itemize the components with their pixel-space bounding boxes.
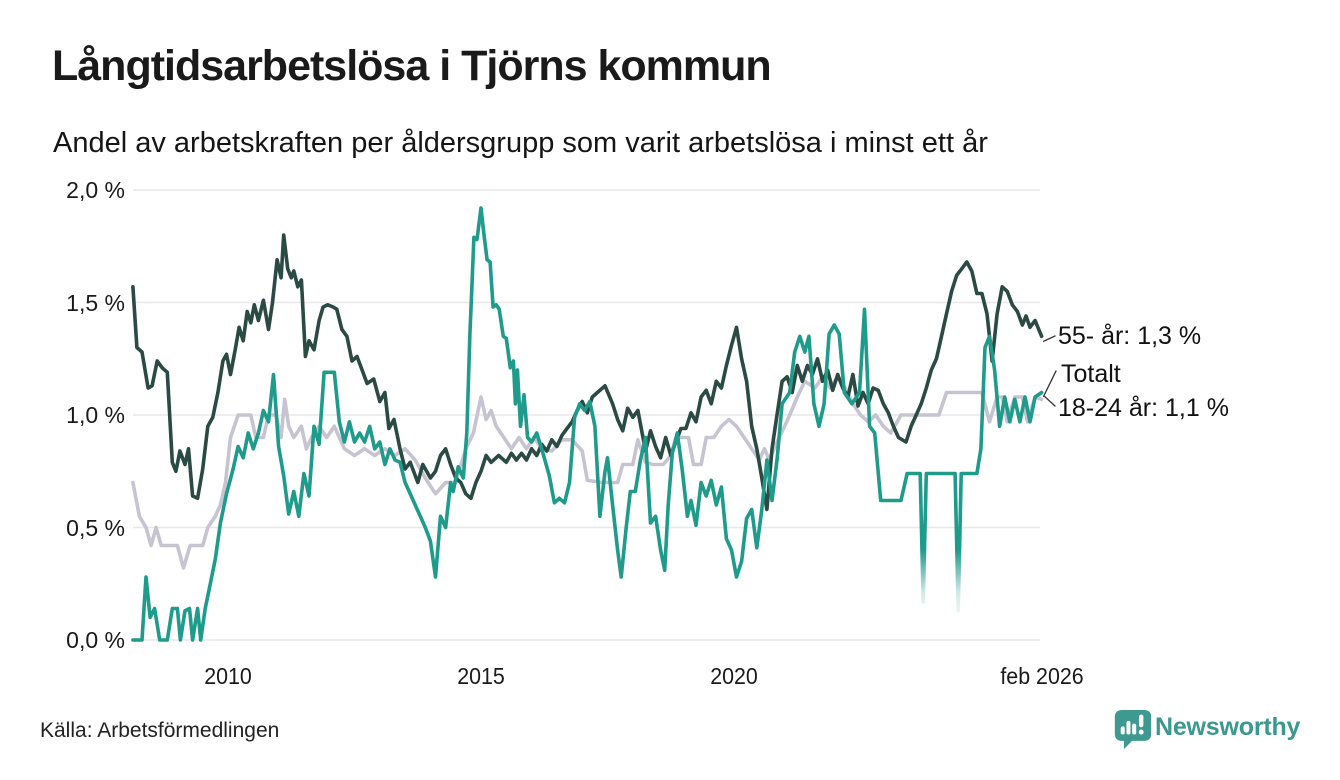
- x-tick-label: feb 2026: [1000, 663, 1084, 689]
- source-note: Källa: Arbetsförmedlingen: [40, 719, 280, 742]
- fading-dip-overlay: [915, 550, 932, 628]
- y-tick-label: 0,5 %: [66, 514, 125, 541]
- x-tick-label: 2010: [204, 663, 252, 689]
- fading-dip-overlay: [950, 550, 967, 628]
- label-connector-55: [1042, 335, 1056, 342]
- chart-title: Långtidsarbetslösa i Tjörns kommun: [52, 42, 772, 90]
- series-end-label-totalt: Totalt: [1061, 360, 1121, 388]
- x-tick-label: 2015: [457, 663, 505, 689]
- y-tick-label: 2,0 %: [66, 177, 125, 203]
- newsworthy-logo-text: Newsworthy: [1155, 713, 1301, 741]
- y-tick-label: 1,5 %: [66, 289, 125, 316]
- x-tick-label: 2020: [710, 663, 758, 689]
- series-end-label-18-24: 18-24 år: 1,1 %: [1058, 394, 1229, 422]
- series-line-age55: [131, 233, 1044, 512]
- label-connector-totalt: [1042, 370, 1057, 397]
- y-tick-label: 0,0 %: [66, 627, 125, 653]
- chart-subtitle: Andel av arbetskraften per åldersgrupp s…: [53, 127, 988, 159]
- label-connector-18-24: [1043, 395, 1056, 407]
- series-line-age1824: [131, 206, 1044, 642]
- y-tick-label: 1,0 %: [66, 402, 125, 428]
- series-end-label-55: 55- år: 1,3 %: [1058, 322, 1202, 350]
- newsworthy-logo: [1113, 707, 1153, 753]
- newsworthy-logo-icon: [1114, 710, 1152, 750]
